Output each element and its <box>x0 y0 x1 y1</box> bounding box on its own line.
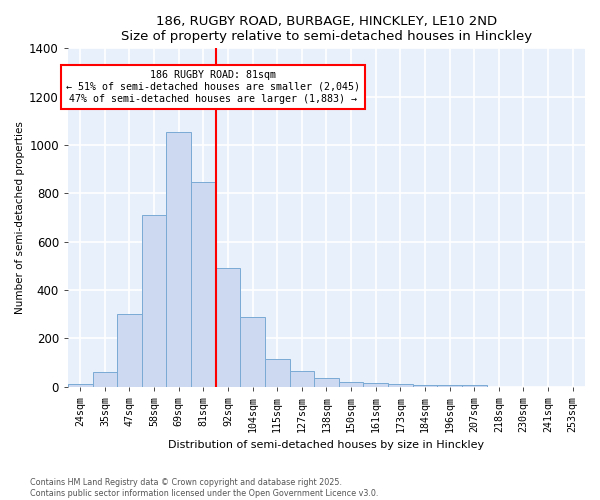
Bar <box>364 383 388 386</box>
Bar <box>339 382 364 386</box>
Bar <box>68 384 92 386</box>
Bar <box>314 378 339 386</box>
Bar <box>388 384 413 386</box>
Bar <box>240 316 265 386</box>
Bar <box>290 371 314 386</box>
Bar <box>117 314 142 386</box>
Text: 186 RUGBY ROAD: 81sqm
← 51% of semi-detached houses are smaller (2,045)
47% of s: 186 RUGBY ROAD: 81sqm ← 51% of semi-deta… <box>66 70 360 104</box>
Bar <box>215 268 240 386</box>
Bar <box>462 384 487 386</box>
Y-axis label: Number of semi-detached properties: Number of semi-detached properties <box>15 121 25 314</box>
Text: Contains HM Land Registry data © Crown copyright and database right 2025.
Contai: Contains HM Land Registry data © Crown c… <box>30 478 379 498</box>
Bar <box>191 182 215 386</box>
Bar <box>413 384 437 386</box>
Bar <box>142 215 166 386</box>
Bar <box>92 372 117 386</box>
X-axis label: Distribution of semi-detached houses by size in Hinckley: Distribution of semi-detached houses by … <box>169 440 485 450</box>
Bar <box>166 132 191 386</box>
Title: 186, RUGBY ROAD, BURBAGE, HINCKLEY, LE10 2ND
Size of property relative to semi-d: 186, RUGBY ROAD, BURBAGE, HINCKLEY, LE10… <box>121 15 532 43</box>
Bar <box>265 359 290 386</box>
